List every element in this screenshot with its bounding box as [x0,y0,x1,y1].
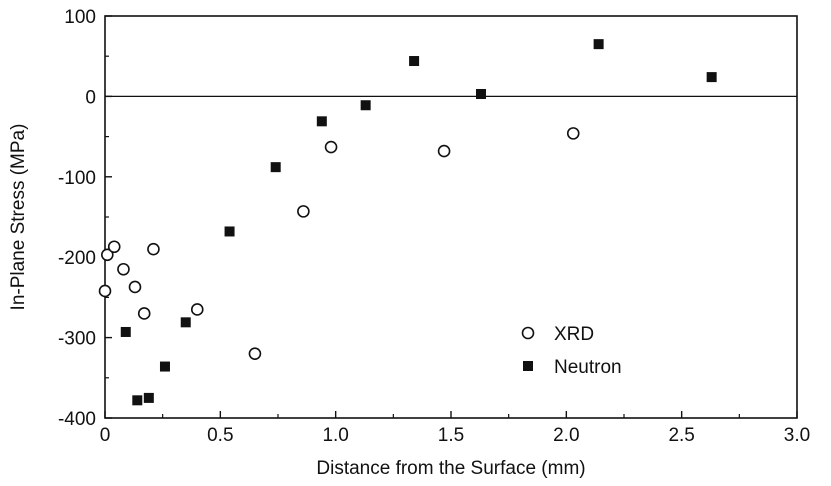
xrd-data-point [128,280,142,294]
neutron-data-point [409,56,420,67]
y-tick-label: 0 [85,87,96,108]
xrd-data-point [297,205,310,218]
legend-xrd-label: XRD [554,324,594,345]
xrd-data-point [566,127,580,140]
legend: XRD Neutron [521,324,622,378]
legend-neutron-marker [523,361,533,371]
xrd-data-point [248,347,262,360]
neutron-data-point [120,326,131,337]
xrd-data-point [324,140,338,154]
series-xrd [98,127,580,360]
xrd-data-point [437,144,451,158]
neutron-data-point [143,392,154,403]
y-axis: 100 0 -100 -200 -300 -400 [58,7,112,430]
y-tick-label: -200 [58,248,96,269]
xrd-data-point [98,284,112,298]
neutron-data-point [360,100,371,111]
xrd-data-point [190,303,204,316]
neutron-data-point [270,162,281,173]
x-tick-label: 2.5 [668,425,694,446]
x-tick-label: 3.0 [784,425,810,446]
x-tick-label: 0 [100,425,111,446]
y-tick-label: -400 [58,409,96,430]
legend-neutron-label: Neutron [554,357,622,378]
neutron-data-point [475,88,486,99]
xrd-data-point [147,242,160,256]
xrd-data-point [101,248,114,262]
x-tick-label: 1.5 [438,425,464,446]
y-tick-label: -100 [58,168,96,189]
neutron-data-point [159,361,170,372]
neutron-data-point [224,226,235,237]
x-axis-title: Distance from the Surface (mm) [316,458,585,479]
series-neutron [120,39,717,406]
neutron-data-point [593,39,604,50]
xrd-data-point [107,240,121,254]
neutron-data-point [132,395,143,406]
x-axis: 0 0.5 1.0 1.5 2.0 2.5 3.0 [100,411,810,446]
data-series [98,39,717,406]
x-tick-label: 1.0 [322,425,348,446]
y-tick-label: 100 [64,7,96,28]
xrd-data-point [137,307,151,320]
neutron-data-point [316,116,327,127]
y-tick-label: -300 [58,329,96,350]
neutron-data-point [180,317,191,328]
x-tick-label: 2.0 [553,425,579,446]
plot-frame [104,15,798,419]
y-axis-title: In-Plane Stress (MPa) [8,124,29,311]
neutron-data-point [706,72,717,83]
legend-xrd-marker [521,326,535,340]
xrd-data-point [117,262,130,276]
x-tick-label: 0.5 [207,425,233,446]
